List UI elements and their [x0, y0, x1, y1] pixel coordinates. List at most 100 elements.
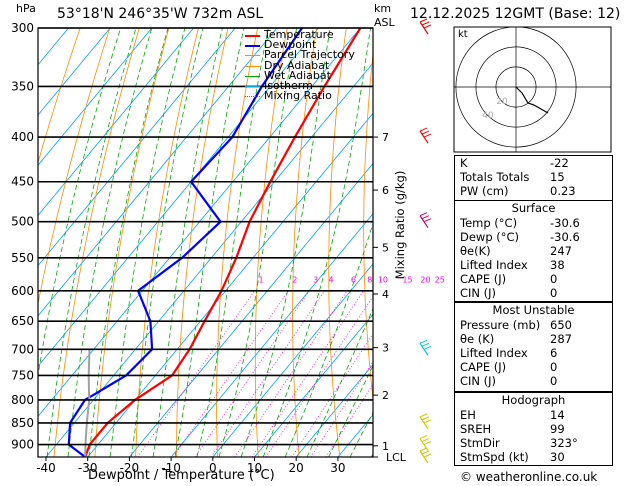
wet-adiabat-line — [262, 28, 371, 457]
wind-barb — [419, 18, 432, 35]
dry-adiabat-line — [216, 28, 258, 457]
pressure-tick-label: 500 — [11, 215, 34, 229]
hpa-axis-label: hPa — [16, 2, 36, 15]
dry-adiabat-line — [53, 28, 140, 457]
most-unstable-title: Most Unstable — [492, 303, 575, 317]
x-tick-label: -20 — [120, 461, 140, 475]
asl-axis-label: ASL — [374, 16, 395, 29]
mixing-ratio-line — [291, 333, 373, 457]
most-unstable-table: Most Unstable Pressure (mb) 650 θe (K) 287… — [454, 302, 613, 392]
x-tick-label: 10 — [247, 461, 262, 475]
mixing-ratio-label: 8 — [367, 275, 372, 284]
isotherm-line — [38, 28, 319, 367]
wind-barb — [419, 339, 432, 356]
pressure-tick-label: 900 — [11, 438, 34, 452]
dry-adiabat-line — [38, 28, 81, 164]
chart-legend: Temperature Dewpoint Parcel Trajectory D… — [245, 29, 355, 101]
dewpoint-profile — [67, 28, 303, 457]
mixing-ratio-label: 10 — [378, 275, 388, 284]
dry-adiabat-line — [38, 28, 111, 306]
hodograph-table: Hodograph EH 14 SREH 99 StmDir 323° StmSpd … — [454, 392, 613, 466]
plot-area — [38, 28, 373, 457]
copyright: © weatheronline.co.uk — [460, 470, 598, 484]
isotherm-line — [87, 112, 373, 457]
dry-adiabat-line — [135, 28, 199, 457]
km-tick-label: 3 — [382, 342, 389, 355]
x-tick-label: -30 — [78, 461, 98, 475]
hodograph-row: StmSpd (kt) 30 — [460, 450, 565, 464]
pressure-tick-label: 750 — [11, 368, 34, 382]
isotherm-line — [38, 28, 194, 217]
pressure-tick-label: 850 — [11, 416, 34, 430]
legend-isotherm: Isotherm — [245, 80, 355, 91]
km-tick-label: 7 — [382, 131, 389, 144]
isotherm-line — [38, 28, 111, 116]
wind-barb — [419, 413, 432, 430]
mixing-ratio-label: 1 — [259, 275, 264, 284]
mixing-ratio-line — [234, 290, 348, 457]
legend-dewpoint: Dewpoint — [245, 39, 355, 50]
km-tick-label: 2 — [382, 389, 389, 402]
pressure-tick-label: 600 — [11, 284, 34, 298]
temperature-profile — [84, 28, 362, 457]
legend-wet-adiabat: Wet Adiabat — [245, 70, 355, 81]
x-tick-label: 30 — [330, 461, 345, 475]
isotherm-line — [295, 363, 373, 457]
hodograph-row: StmDir 323° — [460, 436, 578, 450]
wet-adiabat-line — [38, 28, 122, 379]
hodograph-table-title: Hodograph — [501, 393, 566, 407]
pressure-tick-label: 550 — [11, 251, 34, 265]
isotherm-line — [254, 313, 373, 457]
mixing-ratio-label: 20 — [420, 275, 430, 284]
mixing-ratio-line — [310, 361, 373, 457]
dry-adiabat-line — [94, 28, 170, 457]
mixing-ratio-line — [172, 290, 289, 457]
wet-adiabat-line — [328, 364, 373, 457]
isotherm-line — [170, 213, 373, 457]
mixing-ratio-label: 2 — [292, 275, 297, 284]
mixing-ratio-line — [194, 290, 310, 457]
km-tick-label: 1 — [382, 440, 389, 453]
dry-adiabat-line — [292, 28, 318, 457]
hodograph-ring-label: 20 — [496, 97, 508, 107]
mixing-ratio-label: 25 — [435, 275, 445, 284]
dry-adiabat-line — [254, 28, 288, 457]
wet-adiabat-line — [218, 28, 298, 457]
isotherm-line — [45, 62, 373, 457]
surface-row: CAPE (J) 0 — [460, 272, 558, 286]
most-unstable-row: CAPE (J) 0 — [460, 360, 558, 374]
pressure-tick-label: 400 — [11, 130, 34, 144]
indices-table: K -22 Totals Totals 15 PW (cm) 0.23 — [454, 155, 613, 201]
isotherm-line — [38, 28, 236, 267]
most-unstable-row: Lifted Index 6 — [460, 346, 558, 360]
most-unstable-row: θe (K) 287 — [460, 332, 572, 346]
wind-barb — [419, 212, 432, 229]
wet-adiabat-line — [46, 28, 137, 457]
dry-adiabat-line — [176, 28, 229, 457]
legend-dry-adiabat: Dry Adiabat — [245, 60, 355, 71]
surface-row: Temp (°C) -30.6 — [460, 216, 580, 230]
mixing-ratio-label: 3 — [313, 275, 318, 284]
surface-row: CIN (J) 0 — [460, 286, 558, 300]
pressure-tick-label: 450 — [11, 175, 34, 189]
pressure-tick-label: 300 — [11, 21, 34, 35]
x-tick-label: -10 — [161, 461, 181, 475]
index-row: Totals Totals 15 — [460, 170, 565, 184]
surface-table: Surface Temp (°C) -30.6 Dewp (°C) -30.6 θe… — [454, 200, 613, 302]
surface-title: Surface — [511, 201, 556, 215]
parcel-trajectory-profile — [84, 349, 91, 457]
surface-row: θe(K) 247 — [460, 244, 572, 258]
isotherm-line — [38, 28, 278, 317]
legend-temperature: Temperature — [245, 29, 355, 40]
pressure-tick-label: 650 — [11, 314, 34, 328]
wind-barb — [419, 447, 432, 464]
x-axis-title: Dewpoint / Temperature (°C) — [88, 468, 275, 483]
mixing-ratio-line — [210, 290, 325, 457]
isotherm-line — [129, 162, 373, 457]
mixing-ratio-label: 4 — [328, 275, 333, 284]
wind-barb — [419, 127, 432, 144]
pressure-tick-label: 350 — [11, 79, 34, 93]
wet-adiabat-line — [284, 221, 373, 457]
